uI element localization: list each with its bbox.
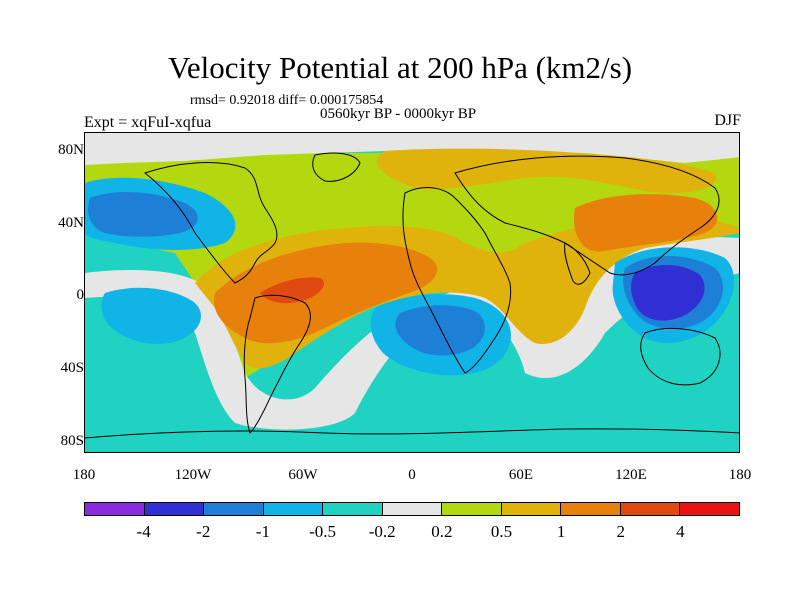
colorbar-label: 2 [616, 522, 625, 541]
colorbar-swatch [85, 503, 145, 515]
contour-blue-africa [395, 305, 485, 356]
colorbar-label: 0.2 [431, 522, 453, 541]
lat-label-40n: 40N [58, 215, 84, 231]
lon-label-180w: 180 [72, 467, 96, 483]
contour-red-core [260, 277, 325, 304]
lat-label-80n: 80N [58, 142, 84, 158]
colorbar-swatch [204, 503, 264, 515]
contour-orange-north [376, 148, 717, 194]
contour-darkorange-west [214, 242, 438, 344]
stats-label: rmsd= 0.92018 diff= 0.000175854 [190, 93, 384, 108]
contour-blue-nw [88, 191, 198, 237]
lon-label-180e: 180 [728, 467, 752, 483]
season-label: DJF [714, 112, 741, 129]
map-panel [84, 132, 740, 453]
lon-label-120e: 120E [615, 467, 647, 483]
contour-darkblue-wpacific [631, 264, 705, 321]
colorbar-swatch [680, 503, 740, 515]
coastlines [85, 152, 739, 439]
experiment-label: Expt = xqFuI-xqfua [84, 114, 212, 131]
lon-label-120w: 120W [174, 467, 212, 483]
lat-label-80s: 80S [60, 433, 84, 449]
colorbar-label: 4 [676, 522, 685, 541]
colorbar-swatch [620, 503, 681, 515]
colorbar-label: 1 [556, 522, 566, 541]
colorbar [84, 502, 740, 516]
lat-label-40s: 40S [60, 360, 84, 376]
colorbar-swatch [144, 503, 205, 515]
colorbar-swatch [382, 503, 443, 515]
lon-label-0: 0 [408, 467, 416, 483]
period-label: 0560kyr BP - 0000kyr BP [320, 106, 477, 122]
colorbar-label: -4 [136, 522, 151, 541]
plot-title: Velocity Potential at 200 hPa (km2/s) [167, 50, 633, 85]
colorbar-label: -0.2 [368, 522, 396, 541]
contour-map [85, 133, 739, 452]
colorbar-label: -1 [255, 522, 270, 541]
lon-label-60e: 60E [508, 467, 534, 483]
colorbar-label: -0.5 [309, 522, 336, 541]
colorbar-swatch [323, 503, 383, 515]
colorbar-swatch [561, 503, 621, 515]
colorbar-swatch [501, 503, 562, 515]
contour-darkorange-east [574, 194, 718, 252]
colorbar-label: -2 [196, 522, 211, 541]
colorbar-label: 0.5 [490, 522, 513, 541]
colorbar-swatch [263, 503, 324, 515]
contour-top-strip [85, 133, 739, 165]
contour-cyan-spacific [101, 287, 201, 344]
colorbar-swatch [442, 503, 502, 515]
lat-label-0: 0 [76, 287, 85, 303]
lon-label-60w: 60W [288, 467, 318, 483]
